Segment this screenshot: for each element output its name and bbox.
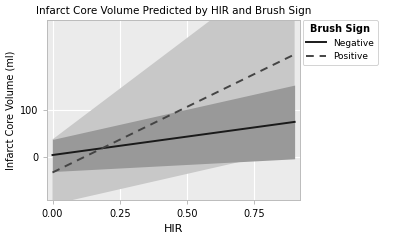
Legend: Negative, Positive: Negative, Positive <box>302 20 378 65</box>
Title: Infarct Core Volume Predicted by HIR and Brush Sign: Infarct Core Volume Predicted by HIR and… <box>36 6 311 16</box>
X-axis label: HIR: HIR <box>164 224 183 234</box>
Y-axis label: Infarct Core Volume (ml): Infarct Core Volume (ml) <box>6 50 16 170</box>
